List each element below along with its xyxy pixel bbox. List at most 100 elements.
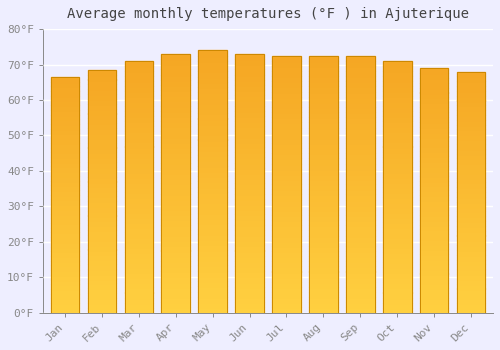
Bar	[50, 251, 80, 256]
Bar	[235, 178, 264, 183]
Bar	[382, 197, 412, 202]
Bar	[272, 76, 301, 81]
Bar	[420, 151, 448, 156]
Bar	[346, 272, 374, 276]
Bar	[198, 292, 227, 297]
Bar	[420, 68, 448, 73]
Bar	[50, 181, 80, 186]
Bar	[456, 139, 486, 144]
Bar	[346, 276, 374, 282]
Bar	[88, 162, 117, 167]
Bar	[420, 200, 448, 205]
Bar	[124, 237, 154, 242]
Bar	[162, 271, 190, 276]
Bar	[198, 281, 227, 286]
Bar	[50, 77, 80, 313]
Bar	[272, 174, 301, 179]
Bar	[162, 204, 190, 209]
Bar	[50, 86, 80, 91]
Bar	[198, 140, 227, 145]
Bar	[50, 91, 80, 96]
Bar	[346, 153, 374, 159]
Bar	[50, 110, 80, 115]
Bar	[272, 282, 301, 287]
Bar	[309, 159, 338, 163]
Bar	[235, 126, 264, 132]
Bar	[88, 79, 117, 84]
Bar	[272, 189, 301, 194]
Bar	[50, 148, 80, 152]
Bar	[235, 158, 264, 162]
Bar	[420, 78, 448, 83]
Bar	[198, 134, 227, 140]
Bar	[88, 250, 117, 254]
Bar	[162, 199, 190, 204]
Bar	[309, 163, 338, 169]
Bar	[382, 167, 412, 172]
Bar	[420, 112, 448, 117]
Bar	[309, 133, 338, 138]
Bar	[420, 136, 448, 141]
Bar	[88, 245, 117, 250]
Bar	[50, 299, 80, 303]
Bar	[198, 302, 227, 307]
Bar	[272, 302, 301, 308]
Bar	[88, 157, 117, 162]
Bar	[124, 116, 154, 121]
Bar	[456, 226, 486, 231]
Bar	[198, 129, 227, 134]
Bar	[420, 122, 448, 127]
Bar	[420, 308, 448, 313]
Bar	[309, 138, 338, 143]
Bar	[198, 171, 227, 176]
Bar	[198, 208, 227, 213]
Bar	[382, 141, 412, 147]
Bar	[50, 214, 80, 218]
Bar	[382, 91, 412, 96]
Bar	[346, 292, 374, 297]
Bar	[420, 83, 448, 88]
Bar	[456, 81, 486, 86]
Bar	[162, 235, 190, 240]
Bar	[198, 297, 227, 302]
Bar	[124, 162, 154, 167]
Bar	[235, 266, 264, 271]
Bar	[382, 106, 412, 111]
Bar	[382, 61, 412, 66]
Bar	[456, 105, 486, 110]
Bar	[382, 177, 412, 182]
Bar	[235, 225, 264, 230]
Bar	[382, 212, 412, 217]
Bar	[346, 199, 374, 205]
Bar	[162, 69, 190, 75]
Bar	[309, 86, 338, 92]
Bar	[235, 256, 264, 261]
Bar	[382, 272, 412, 278]
Bar	[88, 84, 117, 89]
Bar	[272, 56, 301, 313]
Bar	[124, 61, 154, 66]
Bar	[162, 230, 190, 235]
Bar	[456, 158, 486, 163]
Bar	[382, 162, 412, 167]
Bar	[346, 148, 374, 153]
Bar	[456, 100, 486, 105]
Bar	[309, 199, 338, 205]
Bar	[420, 127, 448, 132]
Bar	[456, 298, 486, 303]
Bar	[272, 163, 301, 169]
Bar	[272, 272, 301, 276]
Bar	[198, 218, 227, 223]
Bar	[235, 251, 264, 256]
Bar	[272, 169, 301, 174]
Bar	[162, 261, 190, 266]
Bar	[88, 201, 117, 206]
Bar	[382, 232, 412, 237]
Bar	[456, 76, 486, 81]
Bar	[50, 237, 80, 242]
Bar	[309, 297, 338, 302]
Bar	[88, 254, 117, 259]
Bar	[124, 182, 154, 187]
Bar	[420, 102, 448, 107]
Bar	[456, 216, 486, 221]
